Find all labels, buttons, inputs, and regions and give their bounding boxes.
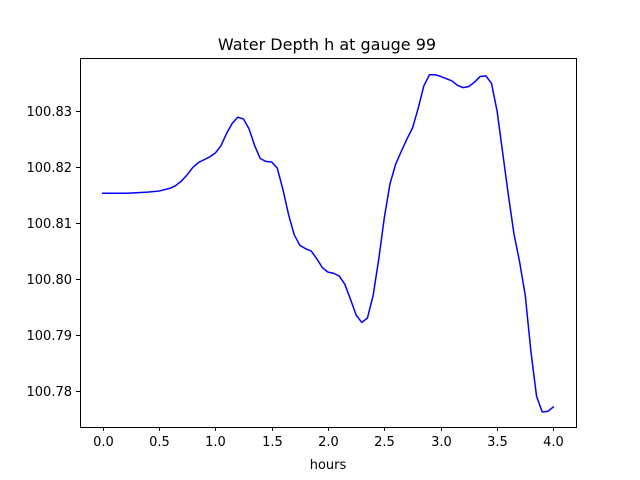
x-axis: 0.0 0.5 1.0 1.5 2.0 2.5 3.0 3.5 4.0 <box>93 427 564 450</box>
x-tick-label: 2.5 <box>374 435 395 450</box>
x-tick-label: 4.0 <box>543 435 564 450</box>
axes-frame <box>80 58 577 428</box>
y-tick-label: 100.78 <box>27 385 73 400</box>
chart-title: Water Depth h at gauge 99 <box>218 35 436 54</box>
y-tick-label: 100.83 <box>27 105 73 120</box>
series-line <box>101 74 555 413</box>
x-tick-label: 3.5 <box>487 435 508 450</box>
x-tick-label: 1.5 <box>262 435 283 450</box>
y-axis: 100.78 100.79 100.80 100.81 100.82 100.83 <box>27 105 80 400</box>
y-tick-label: 100.80 <box>27 273 73 288</box>
plot-area <box>80 58 577 428</box>
y-tick-label: 100.79 <box>27 329 73 344</box>
x-tick-label: 0.0 <box>93 435 114 450</box>
x-tick-label: 1.0 <box>205 435 226 450</box>
y-tick-label: 100.82 <box>27 161 73 176</box>
x-tick-label: 0.5 <box>149 435 170 450</box>
x-tick-label: 2.0 <box>318 435 339 450</box>
x-tick-label: 3.0 <box>431 435 452 450</box>
y-tick-label: 100.81 <box>27 217 73 232</box>
x-axis-label: hours <box>310 458 347 473</box>
